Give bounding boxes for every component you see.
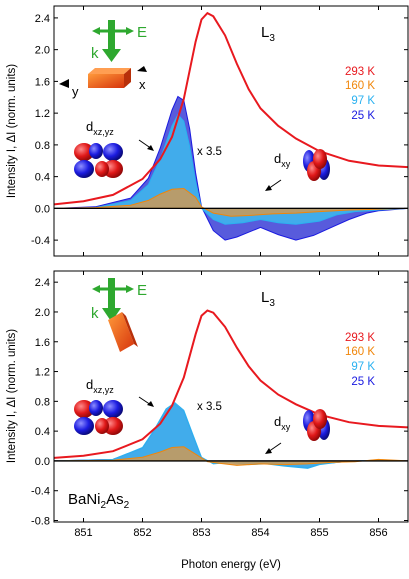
axis-ticks-bottom: -0.8 -0.4 0.0 0.4 0.8 1.2 1.6 2.0 2.4 851 852 853 85… <box>31 271 408 539</box>
y-tick-label-top: 2.4 <box>35 13 50 25</box>
x-tick-label: 856 <box>369 527 387 539</box>
orbital-dxz-yz-picture-bottom <box>74 400 123 435</box>
panel-label-top: L3 <box>261 24 275 44</box>
legend-entry-97k-top: 97 K <box>351 95 375 107</box>
y-tick-label-top: 1.2 <box>35 108 50 120</box>
y-tick-label-top: 0.4 <box>35 172 50 184</box>
y-tick-label-bottom: 1.6 <box>35 337 50 349</box>
orbital-label-right-top: dxy <box>274 151 291 169</box>
legend-entry-160k-bottom: 160 K <box>345 346 375 358</box>
panel-label-bottom: L3 <box>261 289 275 309</box>
sample-slab-icon <box>88 68 131 88</box>
legend-entry-293k-bottom: 293 K <box>345 332 375 344</box>
legend-bottom: 293 K 160 K 97 K 25 K <box>345 332 375 388</box>
y-tick-label-bottom: 2.0 <box>35 307 50 319</box>
x-axis-label: Photon energy (eV) <box>181 559 281 571</box>
y-label-top: y <box>72 84 79 99</box>
orbital-dxy-picture-bottom <box>303 409 330 441</box>
orbital-dxy-picture-top <box>303 149 330 181</box>
y-tick-label-bottom: -0.8 <box>31 516 50 528</box>
k-label-bottom: k <box>91 305 99 322</box>
k-vector-shaft-icon <box>108 20 115 51</box>
orbital-label-left-top: dxz,yz <box>86 119 114 137</box>
geometry-icon-bottom: E k <box>91 278 147 352</box>
x-tick-label: 851 <box>74 527 92 539</box>
series-line-293k-top <box>54 11 408 206</box>
orbital-pointer-right-bottom-head <box>265 448 272 454</box>
panel-bottom: -0.8 -0.4 0.0 0.4 0.8 1.2 1.6 2.0 2.4 851 852 853 85… <box>6 270 409 571</box>
e-field-arrow-left-icon <box>92 285 100 293</box>
y-axis-label-bottom: Intensity I, ΔI (norm. units) <box>6 329 18 463</box>
y-tick-label-bottom: 0.8 <box>35 396 50 408</box>
k-label-top: k <box>91 45 99 62</box>
k-vector-head-icon <box>102 308 121 322</box>
y-tick-label-bottom: 0.0 <box>35 456 50 468</box>
k-vector-head-icon <box>102 49 121 62</box>
legend-entry-293k-top: 293 K <box>345 66 375 78</box>
y-tick-label-bottom: 2.4 <box>35 277 50 289</box>
y-tick-label-bottom: -0.4 <box>31 486 50 498</box>
legend-entry-25k-top: 25 K <box>351 110 375 122</box>
tilted-sample-icon <box>108 312 138 352</box>
e-field-arrow-right-icon <box>126 285 134 293</box>
y-tick-label-top: 0.8 <box>35 140 50 152</box>
x-tick-label: 853 <box>192 527 210 539</box>
orbital-pointer-left-top-head <box>147 145 154 151</box>
series-fill-160k-top <box>54 187 408 217</box>
series-fill-97k-top <box>54 113 408 225</box>
scale-note-top: x 3.5 <box>197 146 222 158</box>
legend-top: 293 K 160 K 97 K 25 K <box>345 66 375 122</box>
legend-entry-25k-bottom: 25 K <box>351 376 375 388</box>
orbital-pointer-left-bottom-head <box>147 401 154 407</box>
y-tick-label-bottom: 1.2 <box>35 367 50 379</box>
y-tick-label-top: 0.0 <box>35 203 50 215</box>
e-label-bottom: E <box>137 282 147 299</box>
e-field-arrow-left-icon <box>92 27 100 35</box>
plot-frame-bottom <box>53 270 409 523</box>
x-tick-label: 854 <box>251 527 269 539</box>
k-vector-shaft-icon <box>108 278 115 310</box>
e-field-arrow-right-icon <box>126 27 134 35</box>
y-tick-label-top: 2.0 <box>35 45 50 57</box>
x-axis-arrow-icon <box>137 66 147 72</box>
orbital-pointer-right-top-head <box>265 185 272 191</box>
x-tick-label: 852 <box>133 527 151 539</box>
scale-note-bottom: x 3.5 <box>197 401 222 413</box>
y-tick-label-top: -0.4 <box>31 235 50 247</box>
panel-top: -0.4 0.0 0.4 0.8 1.2 1.6 2.0 2.4 Intensity I, Δ… <box>6 5 409 257</box>
y-axis-arrow-icon <box>59 79 69 88</box>
axis-ticks-top: -0.4 0.0 0.4 0.8 1.2 1.6 2.0 2.4 <box>31 6 408 256</box>
orbital-label-left-bottom: dxz,yz <box>86 377 114 395</box>
plot-frame-top <box>53 5 409 257</box>
x-label-top: x <box>139 77 146 92</box>
y-axis-label-top: Intensity I, ΔI (norm. units) <box>6 64 18 198</box>
orbital-label-right-bottom: dxy <box>274 414 291 432</box>
geometry-icon-top: E k x y <box>59 20 147 99</box>
x-tick-label: 855 <box>310 527 328 539</box>
e-label-top: E <box>137 24 147 41</box>
legend-entry-97k-bottom: 97 K <box>351 361 375 373</box>
y-tick-label-bottom: 0.4 <box>35 426 50 438</box>
orbital-dxz-yz-picture-top <box>74 143 123 178</box>
y-tick-label-top: 1.6 <box>35 76 50 88</box>
series-fill-160k-bottom <box>54 446 408 466</box>
legend-entry-160k-top: 160 K <box>345 80 375 92</box>
plot-area-top <box>54 11 408 241</box>
compound-label: BaNi2As2 <box>68 491 130 511</box>
